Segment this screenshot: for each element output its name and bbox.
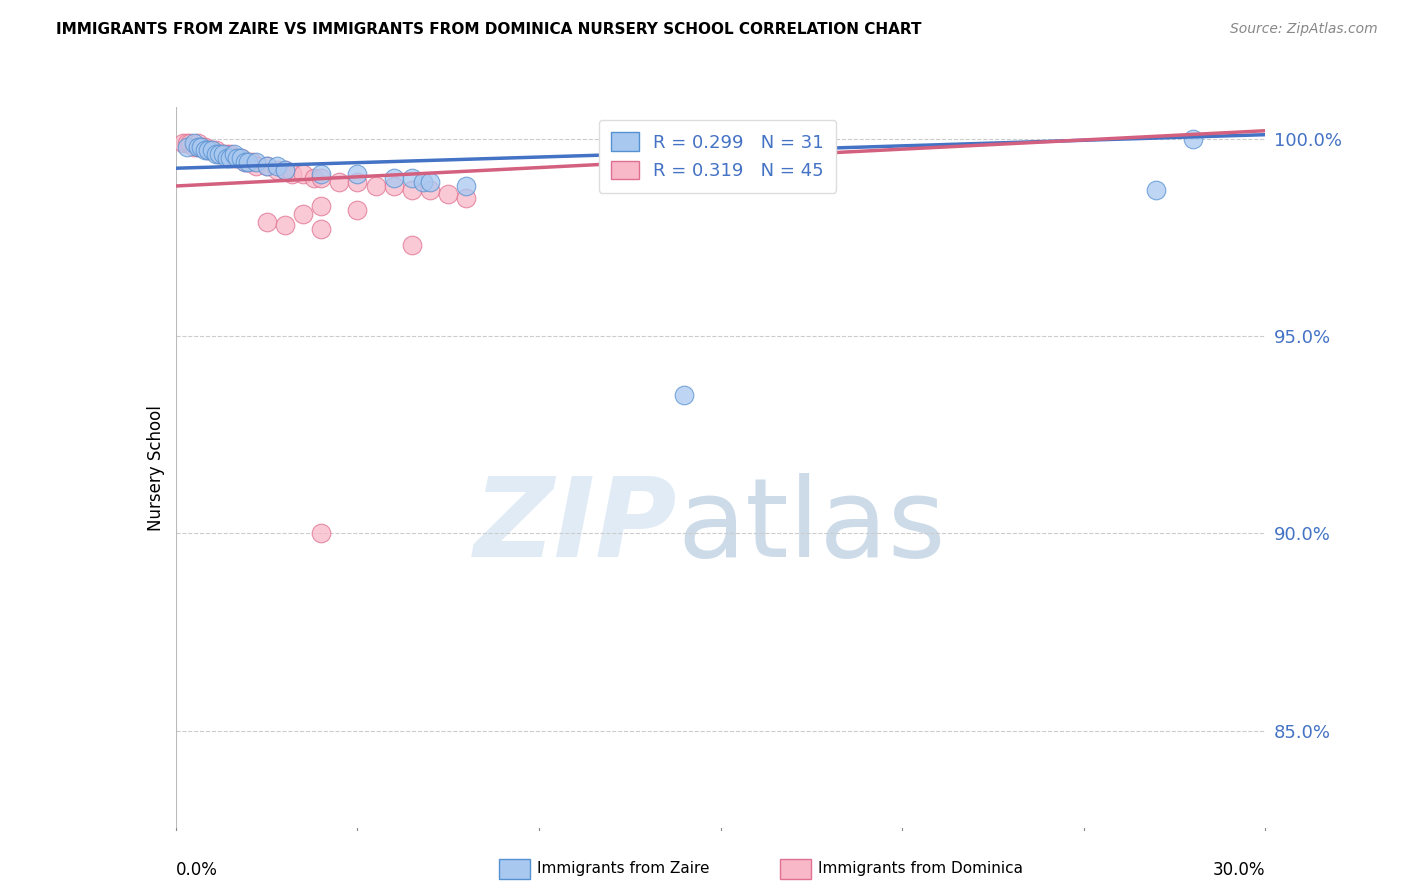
Text: Source: ZipAtlas.com: Source: ZipAtlas.com	[1230, 22, 1378, 37]
Point	[226, 152, 249, 166]
Point	[204, 147, 226, 161]
Point	[186, 136, 209, 150]
Point	[401, 171, 423, 186]
Point	[309, 222, 332, 236]
Point	[673, 388, 696, 402]
Point	[238, 155, 260, 169]
Point	[190, 139, 212, 153]
Point	[226, 152, 249, 166]
Point	[212, 147, 235, 161]
Point	[231, 152, 253, 166]
Text: Immigrants from Zaire: Immigrants from Zaire	[537, 862, 710, 876]
Point	[186, 139, 209, 153]
Point	[456, 179, 478, 194]
Point	[201, 144, 224, 158]
Point	[346, 175, 368, 189]
Point	[245, 155, 267, 169]
Point	[204, 144, 226, 158]
Point	[215, 147, 238, 161]
Point	[291, 207, 314, 221]
Point	[190, 139, 212, 153]
Point	[194, 144, 217, 158]
Point	[222, 147, 245, 161]
Point	[364, 179, 387, 194]
Point	[419, 175, 441, 189]
Point	[274, 163, 297, 178]
Point	[197, 144, 219, 158]
Point	[274, 219, 297, 233]
Point	[233, 155, 256, 169]
Point	[346, 167, 368, 181]
Point	[208, 147, 231, 161]
Point	[309, 199, 332, 213]
Point	[176, 139, 198, 153]
Point	[176, 136, 198, 150]
Point	[183, 139, 205, 153]
Point	[309, 171, 332, 186]
Point	[281, 167, 304, 181]
Point	[302, 171, 325, 186]
Point	[274, 163, 297, 178]
Point	[1181, 131, 1204, 145]
Point	[194, 139, 217, 153]
Point	[215, 152, 238, 166]
Point	[419, 183, 441, 197]
Point	[401, 183, 423, 197]
Point	[256, 214, 278, 228]
Point	[179, 136, 201, 150]
Point	[231, 152, 253, 166]
Point	[183, 136, 205, 150]
Point	[266, 163, 288, 178]
Point	[197, 144, 219, 158]
Point	[245, 159, 267, 173]
Point	[222, 152, 245, 166]
Point	[382, 179, 405, 194]
Point	[401, 238, 423, 252]
Text: ZIP: ZIP	[474, 473, 678, 580]
Text: atlas: atlas	[678, 473, 945, 580]
Point	[238, 155, 260, 169]
Point	[437, 186, 460, 201]
Point	[346, 202, 368, 217]
Point	[201, 144, 224, 158]
Point	[240, 155, 263, 169]
Point	[328, 175, 350, 189]
Point	[382, 171, 405, 186]
Point	[219, 147, 242, 161]
Point	[172, 136, 194, 150]
Point	[256, 159, 278, 173]
Text: 30.0%: 30.0%	[1213, 861, 1265, 880]
Point	[1146, 183, 1168, 197]
Text: IMMIGRANTS FROM ZAIRE VS IMMIGRANTS FROM DOMINICA NURSERY SCHOOL CORRELATION CHA: IMMIGRANTS FROM ZAIRE VS IMMIGRANTS FROM…	[56, 22, 922, 37]
Point	[233, 155, 256, 169]
Text: 0.0%: 0.0%	[176, 861, 218, 880]
Point	[309, 526, 332, 541]
Point	[266, 159, 288, 173]
Point	[309, 167, 332, 181]
Text: Immigrants from Dominica: Immigrants from Dominica	[818, 862, 1024, 876]
Point	[291, 167, 314, 181]
Point	[412, 175, 434, 189]
Y-axis label: Nursery School: Nursery School	[146, 405, 165, 532]
Point	[186, 139, 209, 153]
Point	[212, 147, 235, 161]
Point	[219, 152, 242, 166]
Point	[208, 147, 231, 161]
Point	[256, 159, 278, 173]
Legend: R = 0.299   N = 31, R = 0.319   N = 45: R = 0.299 N = 31, R = 0.319 N = 45	[599, 120, 837, 193]
Point	[456, 191, 478, 205]
